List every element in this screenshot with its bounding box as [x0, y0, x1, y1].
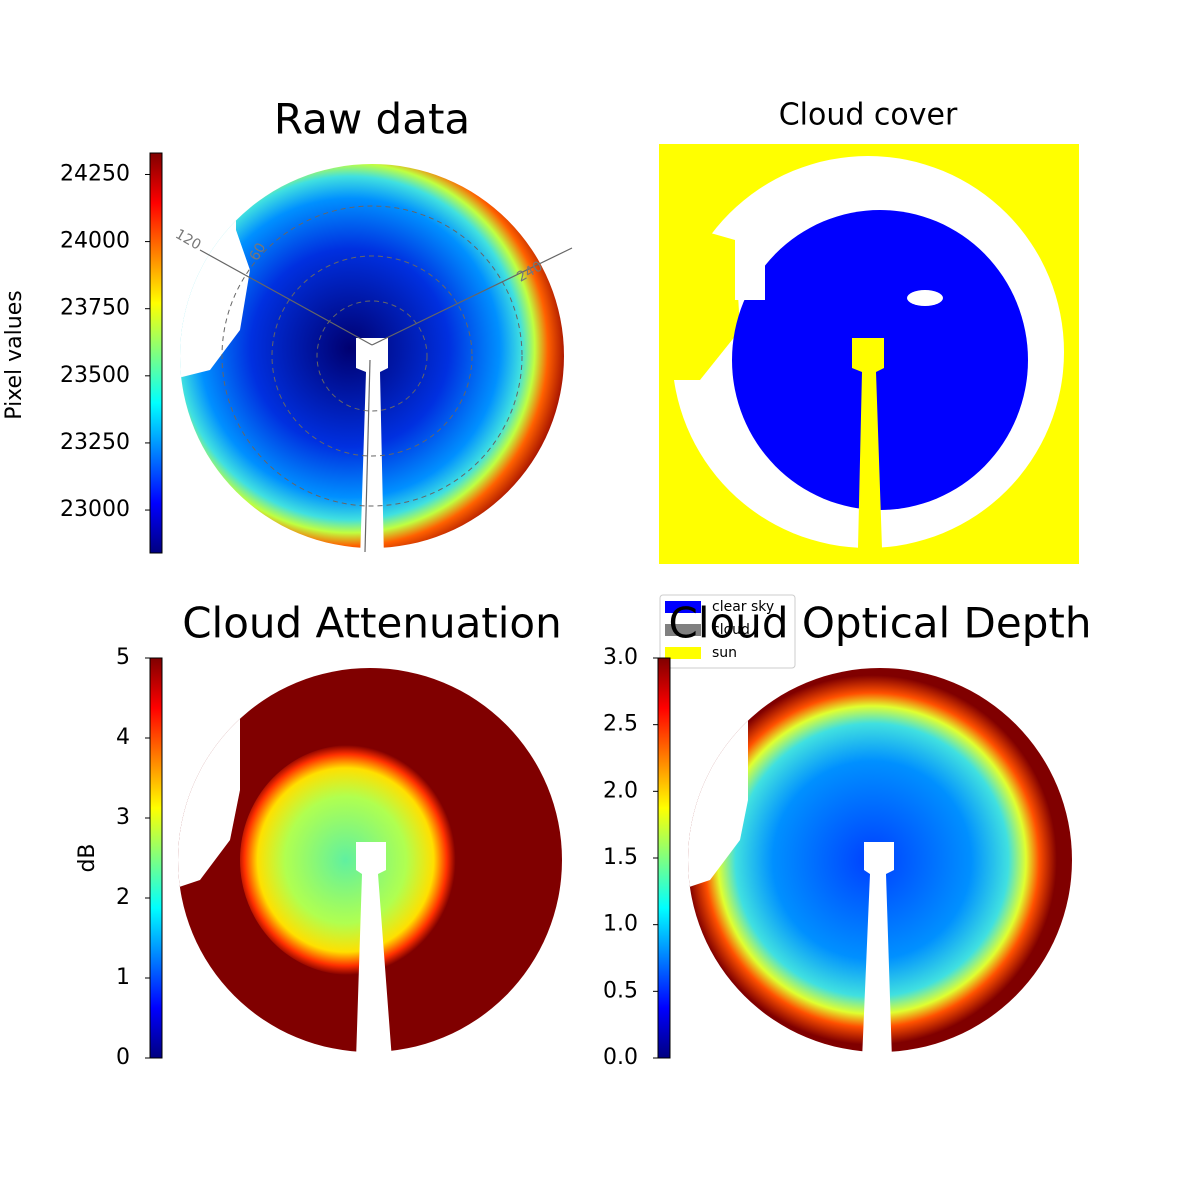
- colorbar-label: dB: [75, 843, 100, 872]
- cloud-cover-image: [659, 144, 1079, 564]
- colorbar: [657, 657, 671, 1059]
- colorbar-tick-label: 3.0: [603, 645, 638, 670]
- colorbar-tick-label: 2.5: [603, 712, 638, 737]
- legend-label: clear sky: [712, 599, 774, 615]
- legend-swatch: [665, 601, 701, 613]
- colorbar-tick-label: 23000: [60, 497, 130, 522]
- colorbar-tick-label: 1: [116, 965, 130, 990]
- legend-swatch: [665, 647, 701, 659]
- legend-swatch: [665, 624, 701, 636]
- colorbar-tick-label: 0: [116, 1045, 130, 1070]
- legend-label: cloud: [712, 622, 750, 638]
- legend-label: sun: [712, 645, 737, 661]
- colorbar-tick-label: 24000: [60, 229, 130, 254]
- panel-title: Cloud Attenuation: [182, 599, 562, 648]
- colorbar-tick-label: 24250: [60, 161, 130, 186]
- colorbar-tick-label: 23250: [60, 430, 130, 455]
- polar-label: 60: [247, 240, 270, 263]
- optical-depth-image: [688, 668, 1072, 1060]
- colorbar-tick-label: 4: [116, 725, 130, 750]
- panel-title: Cloud Optical Depth: [669, 599, 1092, 648]
- raw-image: [180, 164, 573, 560]
- attenuation-image: [178, 668, 562, 1060]
- polar-label: 120: [172, 226, 203, 253]
- colorbar-tick-label: 23500: [60, 363, 130, 388]
- colorbar-tick-label: 0.5: [603, 978, 638, 1003]
- colorbar-tick-label: 2: [116, 885, 130, 910]
- panel-title: Cloud cover: [779, 98, 958, 133]
- colorbar-tick-label: 1.5: [603, 845, 638, 870]
- colorbar: [149, 657, 163, 1059]
- colorbar: [149, 152, 163, 554]
- colorbar-tick-label: 0.0: [603, 1045, 638, 1070]
- colorbar-label: Pixel values: [2, 290, 27, 419]
- colorbar-tick-label: 3: [116, 805, 130, 830]
- colorbar-tick-label: 2.0: [603, 778, 638, 803]
- colorbar-tick-label: 23750: [60, 296, 130, 321]
- colorbar-tick-label: 5: [116, 645, 130, 670]
- panel-title: Raw data: [274, 95, 470, 144]
- colorbar-tick-label: 1.0: [603, 912, 638, 937]
